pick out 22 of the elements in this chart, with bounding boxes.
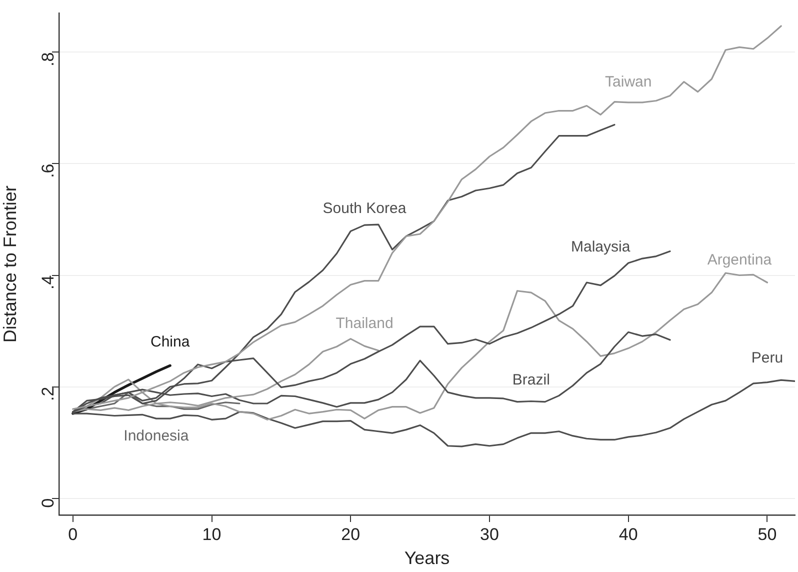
y-tick-label: 0: [38, 498, 58, 508]
series-label: Malaysia: [570, 238, 631, 256]
x-axis-title: Years: [404, 548, 450, 568]
y-tick-label: .6: [38, 164, 58, 178]
x-tick-label: 10: [202, 524, 222, 544]
series-label: Taiwan: [605, 74, 652, 91]
x-tick-label: 50: [758, 524, 777, 544]
x-tick-label: 40: [618, 524, 638, 544]
y-tick-label: .2: [38, 386, 58, 401]
series-label: Brazil: [512, 371, 550, 388]
series-label: South Korea: [322, 200, 407, 218]
series-label: Thailand: [336, 315, 394, 332]
y-tick-label: .8: [38, 52, 58, 66]
series-label: Peru: [751, 349, 784, 366]
series-label: Argentina: [707, 251, 772, 268]
x-tick-label: 0: [68, 524, 78, 544]
series-label: China: [150, 334, 190, 351]
y-tick-label: .4: [38, 275, 58, 290]
x-tick-label: 20: [341, 524, 360, 544]
x-tick-label: 30: [480, 524, 499, 544]
y-axis-title: Distance to Frontier: [0, 186, 20, 343]
series-label: Indonesia: [124, 427, 190, 444]
